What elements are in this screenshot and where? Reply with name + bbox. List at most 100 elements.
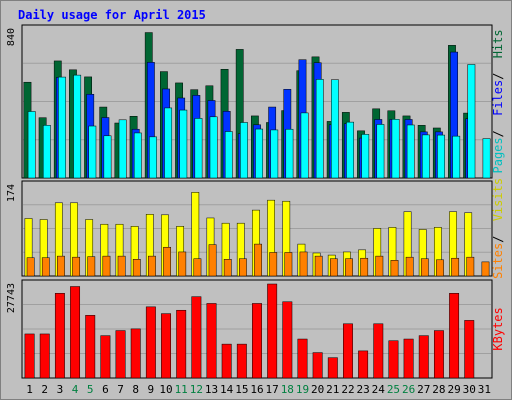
bar-sites-day-14 xyxy=(223,259,232,277)
bar-pages-day-5 xyxy=(88,125,97,179)
bar-sites-day-4 xyxy=(72,256,81,277)
bar-kbytes-day-10 xyxy=(161,313,171,379)
bar-sites-day-19 xyxy=(299,251,308,277)
bar-sites-day-15 xyxy=(239,258,247,277)
bar-kbytes-day-21 xyxy=(327,357,338,379)
bar-pages-day-1 xyxy=(27,111,36,179)
bar-kbytes-day-18 xyxy=(282,301,293,379)
bar-kbytes-day-23 xyxy=(358,350,369,379)
bar-kbytes-day-4 xyxy=(70,286,81,379)
bar-kbytes-day-9 xyxy=(145,306,156,379)
x-tick-label-30: 30 xyxy=(463,383,476,396)
bar-kbytes-day-26 xyxy=(403,338,414,379)
x-tick-label-12: 12 xyxy=(190,383,203,396)
x-tick-label-9: 9 xyxy=(148,383,155,396)
x-tick-label-19: 19 xyxy=(296,383,309,396)
x-tick-label-8: 8 xyxy=(132,383,139,396)
bar-pages-day-10 xyxy=(164,107,173,179)
bar-sites-day-10 xyxy=(163,246,171,277)
x-tick-label-16: 16 xyxy=(250,383,263,396)
bar-pages-day-7 xyxy=(118,119,127,179)
bar-pages-day-20 xyxy=(315,79,324,179)
panel-1-y-max-label: 840 xyxy=(6,28,17,46)
bar-kbytes-day-15 xyxy=(236,343,247,379)
bar-kbytes-day-7 xyxy=(115,330,126,379)
bar-pages-day-25 xyxy=(391,119,400,179)
chart-title: Daily usage for April 2015 xyxy=(18,8,206,22)
legend-hits: Hits xyxy=(491,29,505,58)
bar-pages-day-3 xyxy=(58,76,66,179)
bar-pages-day-9 xyxy=(149,136,157,179)
bar-sites-day-28 xyxy=(436,259,444,277)
bar-pages-day-31 xyxy=(482,138,491,179)
bar-kbytes-day-29 xyxy=(449,293,460,379)
bar-sites-day-9 xyxy=(148,255,156,277)
bar-pages-day-11 xyxy=(179,109,188,179)
x-tick-label-17: 17 xyxy=(266,383,279,396)
bar-pages-day-2 xyxy=(42,125,51,179)
bar-sites-day-17 xyxy=(269,252,278,277)
bar-pages-day-30 xyxy=(467,64,476,179)
bar-kbytes-day-27 xyxy=(418,335,429,379)
panel-3-y-max-label: 27743 xyxy=(6,283,17,313)
bar-kbytes-day-20 xyxy=(312,352,323,379)
bar-pages-day-29 xyxy=(452,135,461,179)
bar-kbytes-day-2 xyxy=(39,333,50,379)
bar-pages-day-13 xyxy=(209,116,218,179)
bar-sites-day-7 xyxy=(117,255,126,277)
x-tick-label-28: 28 xyxy=(432,383,445,396)
bar-sites-day-20 xyxy=(314,255,323,277)
bar-sites-day-8 xyxy=(132,259,141,277)
bar-kbytes-day-8 xyxy=(130,328,141,379)
bar-sites-day-23 xyxy=(360,257,369,277)
bar-sites-day-6 xyxy=(102,255,111,277)
x-tick-label-24: 24 xyxy=(372,383,386,396)
bar-pages-day-24 xyxy=(376,124,385,179)
legend-kbytes: KBytes xyxy=(491,307,505,350)
bar-kbytes-day-1 xyxy=(24,333,35,379)
bar-pages-day-4 xyxy=(73,74,82,179)
bar-kbytes-day-25 xyxy=(388,340,399,379)
x-tick-label-15: 15 xyxy=(235,383,248,396)
bar-sites-day-26 xyxy=(405,256,414,277)
legend-separator: / xyxy=(491,130,505,137)
bar-sites-day-31 xyxy=(481,261,490,277)
bar-pages-day-26 xyxy=(406,124,415,179)
bar-kbytes-day-16 xyxy=(252,303,262,379)
bar-sites-day-27 xyxy=(420,258,429,277)
bar-kbytes-day-13 xyxy=(206,303,217,379)
bar-kbytes-day-19 xyxy=(297,338,308,379)
bar-pages-day-12 xyxy=(194,118,203,179)
x-tick-label-11: 11 xyxy=(175,383,188,396)
bar-kbytes-day-14 xyxy=(221,343,232,379)
bar-pages-day-15 xyxy=(240,122,248,179)
x-tick-label-23: 23 xyxy=(357,383,370,396)
bar-pages-day-17 xyxy=(270,129,279,179)
legend-sites: Sites xyxy=(491,243,505,279)
bar-pages-day-6 xyxy=(103,135,112,179)
bar-sites-day-11 xyxy=(178,251,187,277)
bar-kbytes-day-22 xyxy=(343,323,353,379)
x-tick-label-26: 26 xyxy=(402,383,415,396)
x-tick-label-18: 18 xyxy=(281,383,294,396)
bar-pages-day-14 xyxy=(224,131,233,179)
legend-pages: Pages xyxy=(491,137,505,173)
bar-sites-day-5 xyxy=(87,256,96,277)
x-tick-label-10: 10 xyxy=(159,383,172,396)
bar-kbytes-day-11 xyxy=(176,309,187,379)
bar-sites-day-22 xyxy=(345,258,353,277)
bar-pages-day-22 xyxy=(346,121,354,179)
x-tick-label-7: 7 xyxy=(117,383,124,396)
legend-separator: / xyxy=(491,236,505,243)
x-tick-label-31: 31 xyxy=(478,383,491,396)
legend-files: Files xyxy=(491,80,505,116)
x-tick-label-6: 6 xyxy=(102,383,109,396)
bar-kbytes-day-3 xyxy=(54,293,65,379)
x-tick-label-20: 20 xyxy=(311,383,324,396)
x-tick-label-22: 22 xyxy=(341,383,354,396)
x-tick-label-5: 5 xyxy=(87,383,94,396)
bar-kbytes-day-30 xyxy=(464,320,475,379)
bar-sites-day-1 xyxy=(26,257,35,277)
